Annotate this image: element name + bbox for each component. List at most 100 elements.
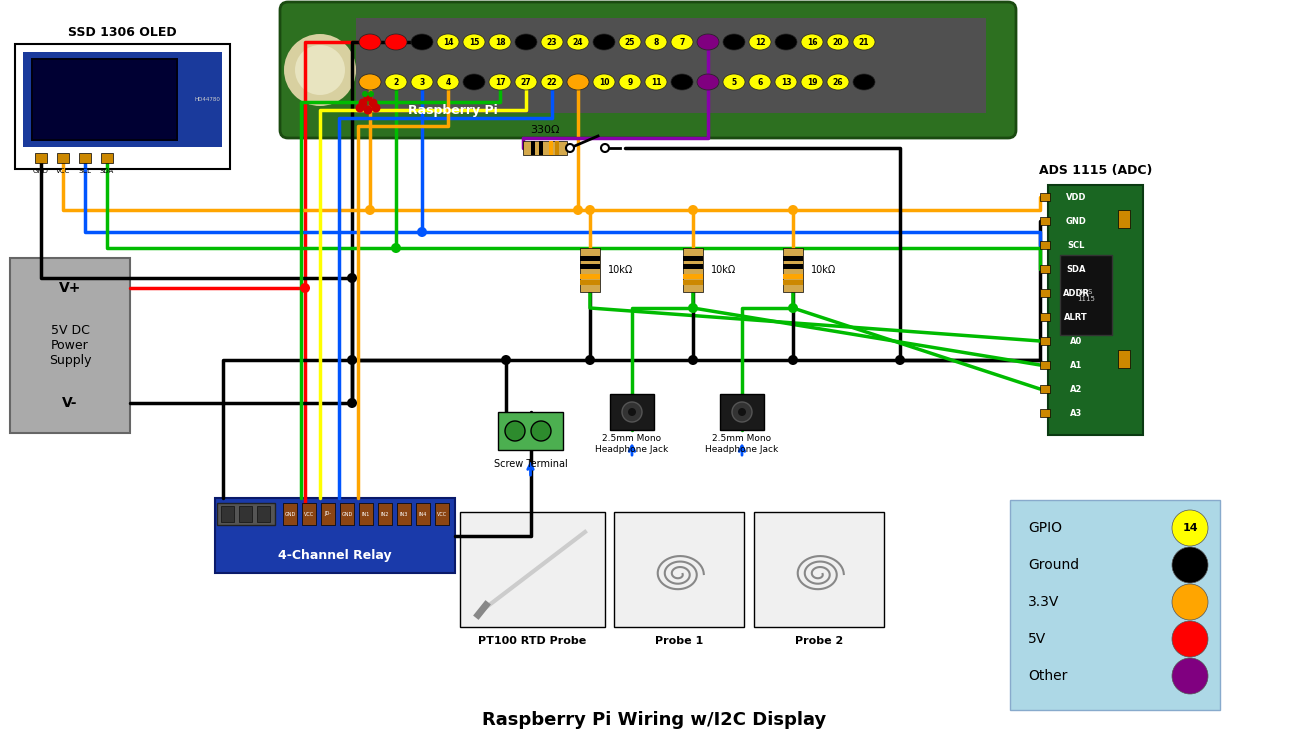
Bar xyxy=(1039,193,1050,201)
Ellipse shape xyxy=(437,34,459,50)
Bar xyxy=(1039,361,1050,369)
Bar xyxy=(1039,289,1050,297)
Text: Probe 1: Probe 1 xyxy=(654,636,703,646)
Text: 24: 24 xyxy=(573,37,584,46)
Bar xyxy=(1039,313,1050,321)
Bar xyxy=(257,506,270,522)
Text: 16: 16 xyxy=(806,37,817,46)
Bar xyxy=(33,60,175,139)
Text: 2: 2 xyxy=(394,77,399,87)
Text: GND: GND xyxy=(33,168,48,174)
Text: 18: 18 xyxy=(495,37,505,46)
Circle shape xyxy=(364,93,373,101)
Bar xyxy=(497,412,563,450)
Bar xyxy=(683,264,703,269)
Bar xyxy=(1039,409,1050,417)
Circle shape xyxy=(369,98,377,107)
Text: SDA: SDA xyxy=(1067,265,1085,273)
Circle shape xyxy=(689,205,698,215)
Text: GPIO: GPIO xyxy=(1028,521,1062,535)
Bar xyxy=(783,264,802,269)
Bar xyxy=(614,512,744,627)
Ellipse shape xyxy=(567,34,589,50)
Circle shape xyxy=(601,144,609,152)
Circle shape xyxy=(363,91,368,97)
Bar xyxy=(221,506,234,522)
Bar xyxy=(580,256,600,261)
Circle shape xyxy=(1172,584,1208,620)
Text: 3.3V: 3.3V xyxy=(1028,595,1059,609)
Circle shape xyxy=(1172,621,1208,657)
Bar xyxy=(783,256,802,261)
Bar xyxy=(359,503,373,525)
Circle shape xyxy=(689,355,698,365)
Bar xyxy=(1060,255,1113,335)
Text: 19: 19 xyxy=(806,77,817,87)
Text: 6: 6 xyxy=(758,77,763,87)
Text: 13: 13 xyxy=(780,77,791,87)
Bar xyxy=(524,141,567,155)
Ellipse shape xyxy=(853,74,874,90)
Ellipse shape xyxy=(385,74,407,90)
Text: SSD 1306 OLED: SSD 1306 OLED xyxy=(68,26,177,38)
Ellipse shape xyxy=(672,74,692,90)
Bar xyxy=(555,141,559,155)
Ellipse shape xyxy=(593,34,615,50)
Ellipse shape xyxy=(645,34,668,50)
Text: PT100 RTD Probe: PT100 RTD Probe xyxy=(478,636,586,646)
Bar xyxy=(397,503,411,525)
Text: Other: Other xyxy=(1028,669,1067,683)
Circle shape xyxy=(788,205,798,215)
Text: 5V DC
Power
Supply: 5V DC Power Supply xyxy=(48,323,92,367)
Ellipse shape xyxy=(696,74,719,90)
Bar xyxy=(302,503,315,525)
Circle shape xyxy=(1172,547,1208,583)
Bar xyxy=(580,264,600,269)
Text: 27: 27 xyxy=(521,77,531,87)
Ellipse shape xyxy=(437,74,459,90)
Ellipse shape xyxy=(801,34,823,50)
Circle shape xyxy=(356,104,364,112)
Circle shape xyxy=(788,355,798,365)
Ellipse shape xyxy=(463,34,486,50)
Text: Raspberry Pi Wiring w/I2C Display: Raspberry Pi Wiring w/I2C Display xyxy=(483,711,826,729)
Circle shape xyxy=(738,408,746,416)
Text: V+: V+ xyxy=(59,281,81,295)
Circle shape xyxy=(895,355,905,365)
Text: 25: 25 xyxy=(624,37,635,46)
Circle shape xyxy=(391,243,401,253)
Bar xyxy=(79,153,92,163)
Ellipse shape xyxy=(619,34,641,50)
Ellipse shape xyxy=(541,74,563,90)
Ellipse shape xyxy=(385,34,407,50)
Ellipse shape xyxy=(567,74,589,90)
Text: 21: 21 xyxy=(859,37,869,46)
Ellipse shape xyxy=(490,34,511,50)
Text: 5: 5 xyxy=(732,77,737,87)
Bar xyxy=(683,274,703,279)
Ellipse shape xyxy=(827,74,850,90)
Text: A1: A1 xyxy=(1069,360,1083,370)
Bar xyxy=(754,512,884,627)
Text: ADS 1115 (ADC): ADS 1115 (ADC) xyxy=(1039,163,1152,176)
Bar xyxy=(1118,350,1130,368)
Bar xyxy=(435,503,449,525)
Bar xyxy=(356,18,986,113)
Bar xyxy=(24,52,223,147)
Bar xyxy=(580,248,600,292)
Text: 10kΩ: 10kΩ xyxy=(812,265,836,275)
Bar xyxy=(240,506,253,522)
Circle shape xyxy=(372,104,381,112)
Text: 15: 15 xyxy=(469,37,479,46)
Bar xyxy=(683,280,703,285)
FancyBboxPatch shape xyxy=(280,2,1016,138)
Bar xyxy=(416,503,429,525)
Bar xyxy=(580,274,600,279)
Text: HD44780: HD44780 xyxy=(194,97,220,102)
Ellipse shape xyxy=(672,34,692,50)
Bar xyxy=(683,248,703,292)
Ellipse shape xyxy=(645,74,668,90)
Ellipse shape xyxy=(723,74,745,90)
Circle shape xyxy=(368,91,374,97)
Text: Raspberry Pi: Raspberry Pi xyxy=(408,104,497,117)
